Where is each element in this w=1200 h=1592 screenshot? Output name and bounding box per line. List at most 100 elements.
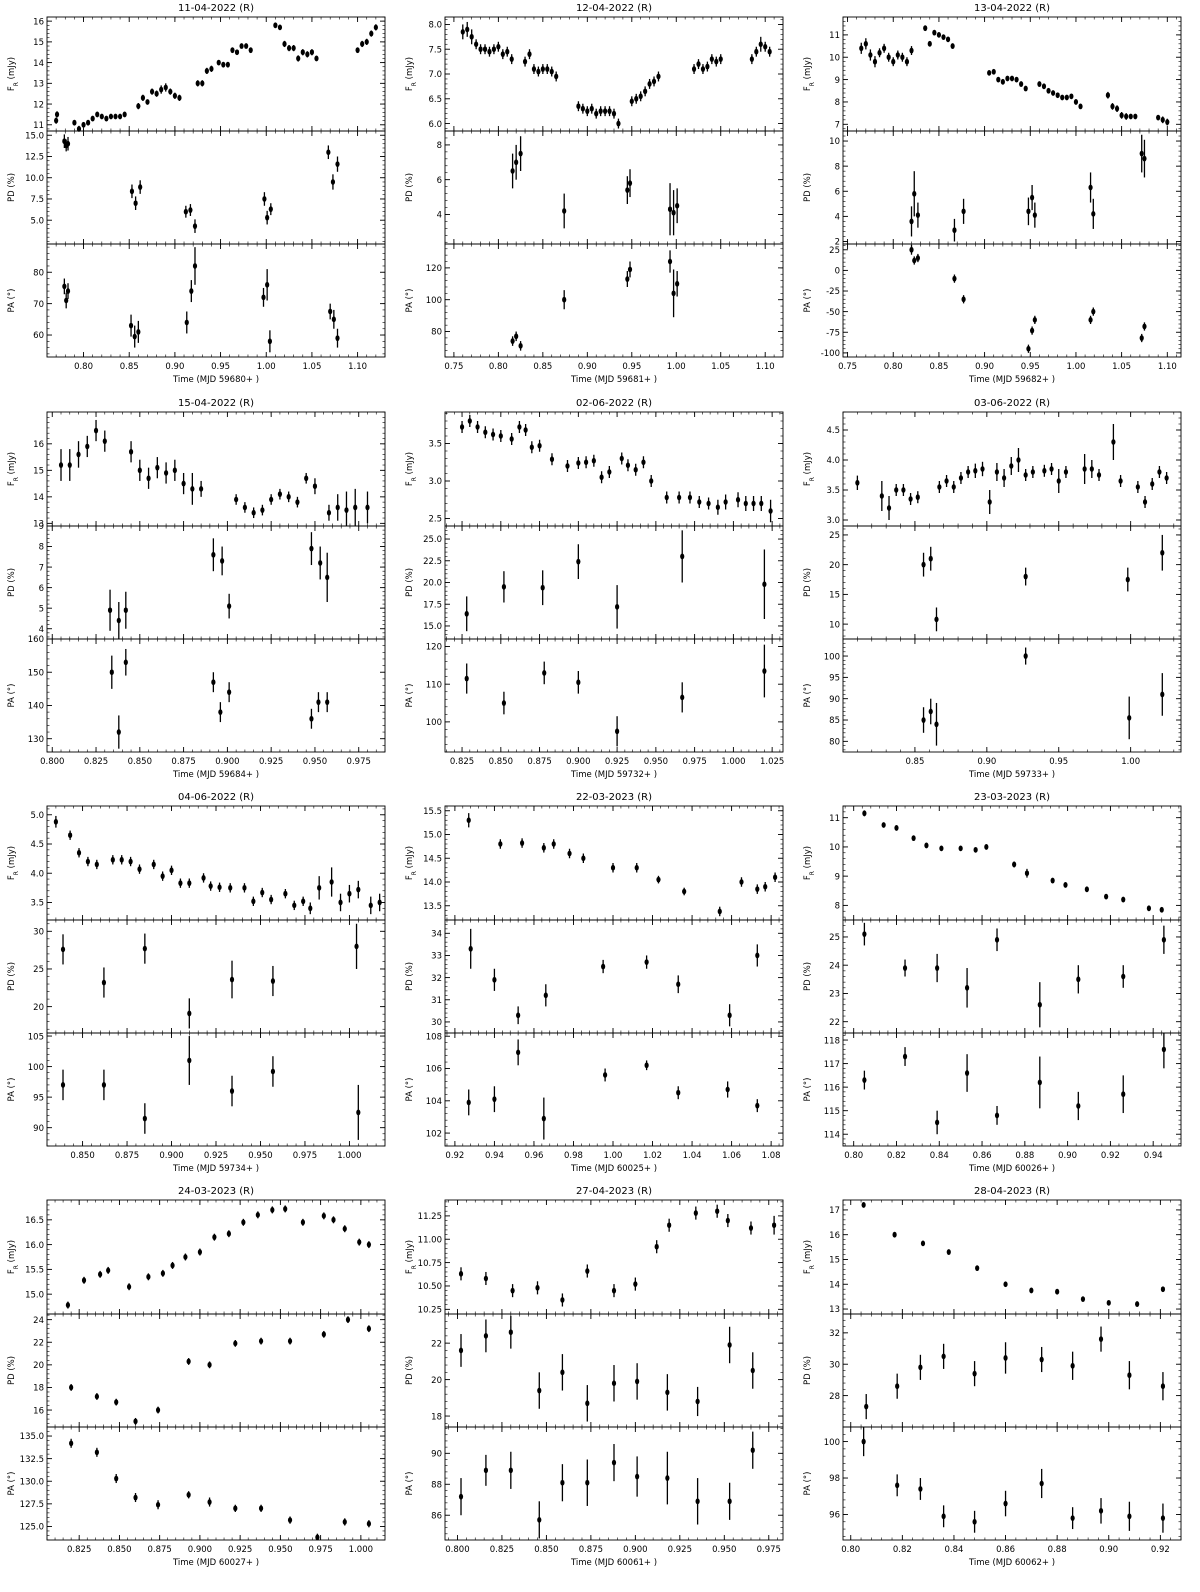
marker	[501, 583, 507, 590]
data-point	[242, 883, 247, 893]
data-point	[142, 933, 147, 964]
marker	[886, 54, 891, 61]
data-point	[85, 856, 91, 867]
data-point	[500, 49, 505, 60]
marker	[160, 873, 165, 880]
marker	[354, 943, 359, 950]
data-point	[199, 480, 204, 497]
marker	[523, 427, 528, 433]
marker	[762, 668, 767, 674]
marker	[317, 884, 322, 891]
y-tick-label: 80	[829, 738, 840, 748]
y-tick-label: 8	[437, 141, 442, 151]
marker	[1037, 81, 1042, 87]
marker	[625, 276, 630, 282]
y-tick-label: 6	[39, 584, 44, 594]
data-point	[616, 118, 621, 129]
y-tick-label: 2.5	[428, 515, 442, 525]
marker	[54, 111, 60, 118]
marker	[987, 499, 992, 505]
marker	[242, 884, 247, 891]
data-point	[142, 1103, 147, 1134]
data-point	[248, 47, 253, 54]
marker	[356, 1109, 361, 1116]
panel-pa: 80 100 120 PA (°) 0.75 0.80 0.85 0.90 0.95 1.00 1.…	[405, 243, 784, 385]
data-point	[360, 40, 365, 48]
y-tick-label: 100	[426, 718, 442, 728]
marker	[687, 494, 693, 501]
data-point	[119, 855, 124, 865]
data-point	[377, 893, 382, 912]
data-point	[915, 202, 921, 228]
y-tick-label: 34	[431, 929, 442, 939]
data-point	[270, 965, 276, 997]
marker	[912, 190, 917, 197]
marker	[270, 1068, 276, 1075]
data-point	[239, 43, 244, 49]
marker	[921, 717, 926, 723]
data-point	[717, 906, 722, 917]
data-point	[580, 103, 585, 114]
data-point	[529, 441, 534, 454]
data-point	[465, 21, 470, 37]
data-point	[325, 552, 330, 603]
marker	[627, 266, 633, 273]
y-tick-label: 14.0	[423, 878, 442, 888]
y-tick-label: 90	[829, 695, 840, 705]
marker	[891, 58, 896, 65]
marker	[295, 499, 300, 506]
data-point	[53, 815, 58, 828]
marker	[727, 1012, 732, 1019]
axes-frame	[46, 638, 386, 753]
data-point	[603, 1068, 608, 1082]
marker	[1023, 573, 1028, 580]
marker	[155, 464, 160, 471]
data-point	[160, 871, 165, 881]
marker	[759, 500, 764, 507]
y-tick-label: 102	[426, 1129, 442, 1139]
panel-pd: 4 5 6 7 8 9 PD (%)	[7, 522, 386, 640]
marker	[220, 558, 225, 564]
marker	[325, 574, 330, 581]
marker	[128, 322, 134, 329]
marker	[1156, 114, 1161, 121]
marker	[260, 507, 265, 513]
marker	[514, 159, 519, 166]
marker	[377, 899, 382, 906]
marker	[516, 1012, 521, 1019]
data-point	[706, 497, 711, 510]
data-point	[490, 428, 496, 441]
data-point	[505, 46, 510, 57]
y-tick-label: 8	[39, 543, 44, 553]
data-point	[270, 1056, 276, 1087]
marker	[610, 864, 616, 871]
panel-pa: 100 110 120 PA (°) 0.825 0.850 0.875 0.900 0.925…	[405, 638, 784, 780]
data-point	[627, 261, 633, 278]
marker	[187, 1057, 192, 1064]
data-point	[1157, 466, 1162, 478]
data-point	[269, 894, 274, 905]
y-tick-label: 20	[829, 561, 840, 571]
data-point	[625, 459, 631, 472]
marker	[901, 487, 906, 493]
marker	[634, 95, 639, 102]
x-tick-label: 0.900	[215, 757, 239, 767]
x-tick-label: 1.00	[1121, 757, 1140, 767]
data-point	[855, 475, 860, 490]
data-point	[980, 461, 985, 477]
marker	[234, 496, 239, 503]
marker	[517, 424, 522, 430]
data-point	[102, 430, 107, 452]
data-point	[581, 853, 586, 863]
y-tick-label: 14	[33, 59, 44, 69]
data-point	[304, 472, 309, 484]
data-point	[145, 99, 150, 105]
x-axis-label: Time (MJD 59682+ )	[968, 375, 1055, 385]
data-point	[611, 108, 617, 119]
data-point	[260, 504, 265, 516]
data-point	[549, 66, 554, 77]
data-point	[691, 64, 697, 74]
marker	[952, 275, 957, 282]
data-point	[183, 205, 188, 218]
data-point	[1128, 113, 1133, 120]
